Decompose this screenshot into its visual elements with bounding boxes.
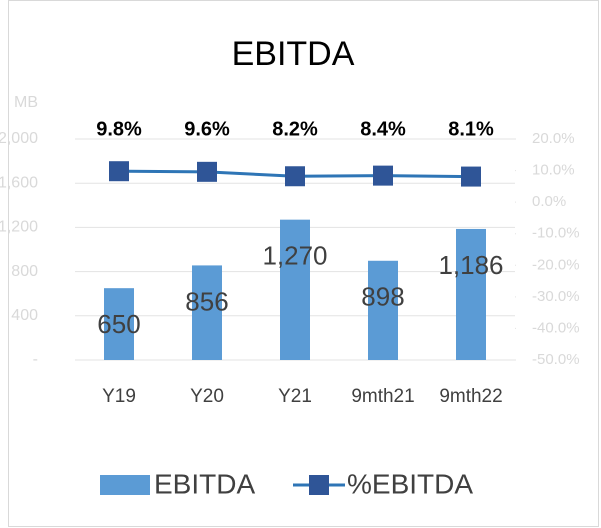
bar	[104, 288, 134, 360]
y-tick-label: 1,600	[0, 174, 38, 191]
y-axis-title: MB	[14, 94, 38, 111]
y2-tick-label: -10.0%	[532, 225, 580, 242]
y2-tick-label: -40.0%	[532, 319, 580, 336]
chart-title: EBITDA	[232, 35, 355, 73]
bar	[280, 219, 310, 360]
legend-label: %EBITDA	[347, 468, 473, 499]
y-tick-label: 1,200	[0, 219, 38, 236]
legend-marker	[309, 475, 329, 495]
bar-value-label: 1,186	[438, 250, 503, 280]
x-tick-label: 9mth21	[351, 386, 414, 407]
bar	[368, 260, 398, 360]
line-marker	[285, 166, 305, 187]
line-marker	[461, 166, 481, 187]
x-tick-label: Y19	[102, 386, 136, 407]
y2-tick-label: -30.0%	[532, 288, 580, 305]
bar	[456, 228, 486, 360]
y-tick-label: 800	[11, 263, 38, 280]
x-tick-label: Y20	[190, 386, 224, 407]
bar-value-label: 650	[97, 309, 140, 339]
y2-tick-label: -20.0%	[532, 256, 580, 273]
line-value-label: 8.1%	[448, 118, 494, 140]
line-marker	[373, 165, 393, 186]
line-value-label: 8.4%	[360, 118, 406, 140]
x-tick-label: Y21	[278, 386, 312, 407]
legend-label: EBITDA	[154, 468, 255, 499]
y2-tick-label: -50.0%	[532, 351, 580, 368]
bar	[192, 265, 222, 360]
line-marker	[109, 161, 129, 182]
bar-value-label: 856	[185, 286, 228, 316]
y-tick-label: -	[33, 351, 38, 368]
bar-value-label: 898	[361, 282, 404, 312]
y2-tick-label: 10.0%	[532, 162, 575, 179]
x-tick-label: 9mth22	[439, 386, 502, 407]
line-value-label: 9.6%	[184, 118, 230, 140]
line-value-label: 8.2%	[272, 118, 318, 140]
frame	[8, 0, 599, 527]
y2-tick-label: 20.0%	[532, 130, 575, 147]
line-value-label: 9.8%	[96, 118, 142, 140]
bar-value-label: 1,270	[262, 241, 327, 271]
y2-tick-label: 0.0%	[532, 193, 566, 210]
y-tick-label: 2,000	[0, 130, 38, 147]
y-tick-label: 400	[11, 307, 38, 324]
line-marker	[197, 161, 217, 182]
legend-swatch	[100, 475, 150, 495]
